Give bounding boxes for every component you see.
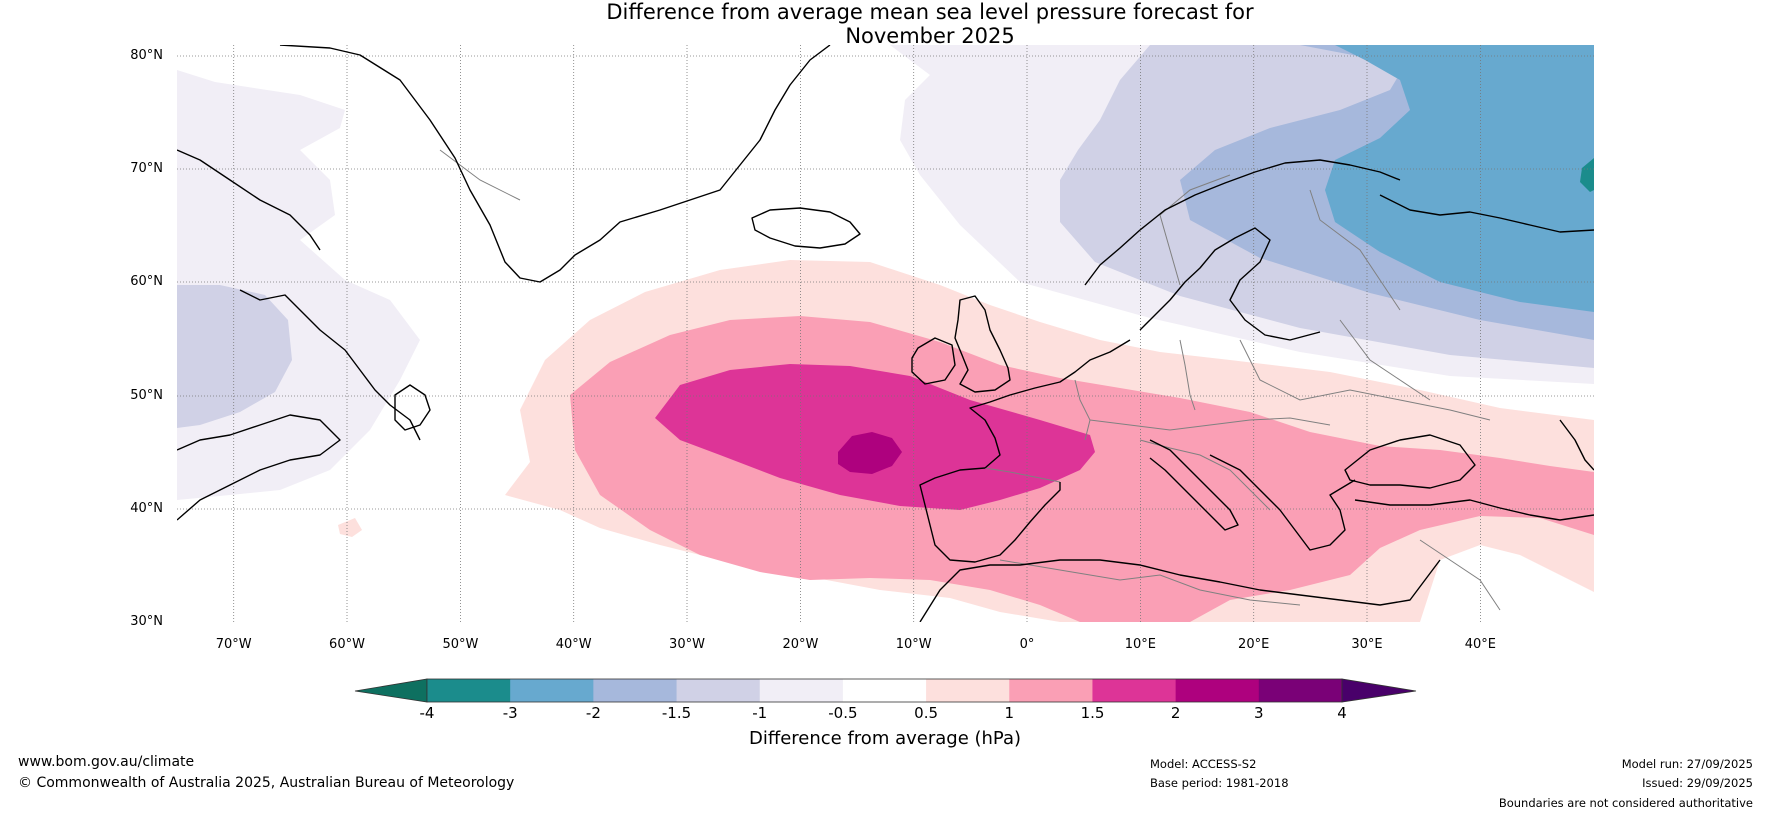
colorbar-tick-label: -0.5 (828, 704, 858, 722)
lat-label-70n: 70°N (130, 161, 163, 176)
colorbar-tick-label: 0.5 (914, 704, 939, 722)
coast-caspian-east (1559, 419, 1594, 471)
border-sweden-norway (1159, 174, 1231, 286)
anomaly-band-minus-0.5-to-minus-1-sliver (1030, 46, 1120, 64)
coast-great-britain (954, 295, 1011, 393)
country-borders (439, 149, 1501, 611)
coast-iceland (751, 207, 861, 249)
border-france-spain (984, 467, 1061, 483)
footer-website: www.bom.gov.au/climate (18, 754, 195, 770)
footer-base-period: Base period: 1981-2018 (1150, 776, 1289, 790)
border-eastern-europe (1239, 339, 1491, 421)
footer-disclaimer: Boundaries are not considered authoritat… (1498, 796, 1753, 810)
colorbar-segment (842, 679, 927, 702)
colorbar-segments (426, 678, 1343, 703)
lat-label-30n: 30°N (130, 614, 163, 629)
colorbar-segment (759, 679, 844, 702)
coast-newfoundland (394, 384, 431, 431)
border-germany-poland (1179, 339, 1196, 411)
border-ukraine-russia (1339, 319, 1431, 401)
lat-label-60n: 60°N (130, 274, 163, 289)
coast-ireland (911, 337, 956, 385)
coast-west-europe (969, 339, 1131, 469)
lat-label-50n: 50°N (130, 388, 163, 403)
coast-kola (1379, 194, 1594, 233)
colorbar-extend-under (354, 678, 428, 703)
colorbar-segment (1009, 679, 1093, 702)
anomaly-band-0.5-to-1-isle (338, 518, 362, 537)
colorbar-tick-label: -2 (585, 704, 601, 722)
colorbar-segment (1258, 679, 1343, 702)
lon-label-10w: 10°W (895, 637, 932, 652)
chart-title: Difference from average mean sea level p… (0, 0, 1770, 48)
coast-baltic (1139, 227, 1321, 341)
lon-label-70w: 70°W (215, 637, 252, 652)
colorbar-segment (676, 679, 761, 702)
lat-label-40n: 40°N (130, 501, 163, 516)
colorbar-tick-label: 3 (1254, 704, 1264, 722)
colorbar-tick-label: 2 (1170, 704, 1181, 722)
anomaly-band-minus-3-to-minus-4-barents (1580, 158, 1594, 192)
coast-turkey (1354, 499, 1594, 521)
footer-model: Model: ACCESS-S2 (1150, 757, 1257, 771)
lon-label-0: 0° (1019, 637, 1035, 652)
lon-label-40w: 40°W (555, 637, 592, 652)
colorbar-tick-label: -3 (502, 704, 518, 722)
lon-label-10e: 10°E (1124, 637, 1157, 652)
lon-label-20w: 20°W (782, 637, 819, 652)
border-north-africa (999, 559, 1301, 606)
lon-label-20e: 20°E (1238, 637, 1270, 652)
anomaly-band-minus-1-to-minus-1.5-northwest (177, 285, 292, 428)
colorbar-tick-label: 4 (1337, 704, 1347, 722)
lon-label-30e: 30°E (1351, 637, 1383, 652)
colorbar-segment (926, 679, 1010, 702)
lon-label-60w: 60°W (329, 637, 365, 652)
anomaly-band-2-to-3-core (838, 432, 902, 474)
colorbar-segment (1175, 679, 1260, 702)
coast-iberia (919, 467, 1061, 563)
footer-model-run: Model run: 27/09/2025 (1621, 757, 1753, 771)
colorbar-tick-label: 1 (1004, 704, 1015, 722)
border-finland-russia (1309, 189, 1401, 311)
coast-nova-scotia (177, 414, 341, 521)
border-france-germany (1074, 379, 1091, 441)
lon-label-30w: 30°W (669, 637, 705, 652)
colorbar-extend-over (1341, 678, 1417, 703)
lat-label-80n: 80°N (130, 48, 163, 63)
colorbar-title: Difference from average (hPa) (748, 728, 1022, 749)
colorbar-tick-label: -1.5 (661, 704, 692, 722)
chart-title-line1: Difference from average mean sea level p… (606, 0, 1254, 24)
coast-italy (1149, 439, 1239, 531)
colorbar-tick-label: 1.5 (1080, 704, 1105, 722)
coast-labrador (239, 289, 421, 441)
border-alps-balkans (1139, 439, 1271, 511)
lon-label-50w: 50°W (442, 637, 479, 652)
coast-balkans-greece (1209, 454, 1356, 551)
border-greenland-inner (439, 149, 521, 201)
colorbar-tick-label: -4 (419, 704, 435, 722)
coast-north-africa (919, 559, 1441, 622)
footer-issued: Issued: 29/09/2025 (1642, 776, 1753, 790)
coast-greenland (279, 45, 831, 283)
coast-canada-north (177, 149, 321, 251)
colorbar-segment (1092, 679, 1177, 702)
graticule (177, 45, 1594, 622)
colorbar-tick-label: -1 (752, 704, 768, 722)
chart-title-line2: November 2025 (845, 24, 1015, 48)
coastlines (177, 45, 1594, 622)
footer-copyright: © Commonwealth of Australia 2025, Austra… (18, 775, 515, 791)
lon-label-40e: 40°E (1464, 637, 1497, 652)
colorbar-segment (427, 679, 511, 702)
map-area (177, 45, 1594, 622)
coast-black-sea (1344, 434, 1476, 489)
anomaly-band-minus-2-to-minus-3-northeast (1325, 45, 1594, 312)
colorbar (354, 678, 1417, 703)
border-central-europe (1089, 417, 1331, 431)
colorbar-segment (510, 679, 594, 702)
border-middle-east (1419, 539, 1501, 611)
coast-norway-sweden (1084, 159, 1401, 286)
colorbar-segment (593, 679, 678, 702)
